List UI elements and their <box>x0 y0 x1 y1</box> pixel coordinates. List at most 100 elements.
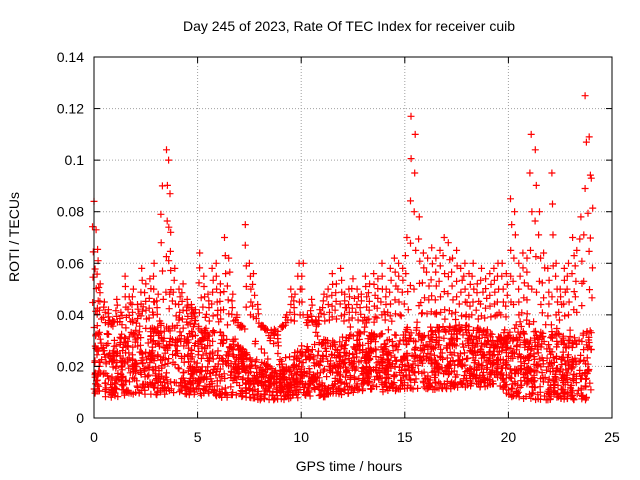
data-point <box>163 217 171 225</box>
data-point <box>397 312 405 320</box>
data-point <box>345 308 353 316</box>
data-point <box>377 330 385 338</box>
data-point <box>518 365 526 373</box>
data-point <box>452 316 460 323</box>
data-point <box>262 371 270 379</box>
data-point <box>485 349 493 357</box>
data-point <box>453 293 461 301</box>
data-point <box>256 363 264 371</box>
data-point <box>400 331 407 339</box>
data-point <box>502 313 510 321</box>
data-point <box>441 270 449 278</box>
data-point <box>476 325 484 333</box>
data-point <box>282 375 290 383</box>
data-point <box>104 313 112 321</box>
data-point <box>229 351 237 359</box>
data-point <box>96 335 104 343</box>
data-point <box>172 379 180 387</box>
data-point <box>443 344 450 352</box>
data-point <box>408 364 416 372</box>
data-point <box>327 342 334 350</box>
data-point <box>427 276 435 284</box>
data-point <box>158 381 166 389</box>
data-point <box>170 276 178 284</box>
data-point <box>155 342 163 350</box>
y-tick-label: 0 <box>76 410 84 426</box>
data-point <box>91 265 99 273</box>
data-point <box>100 298 108 306</box>
y-tick-label: 0.04 <box>57 307 84 323</box>
data-point <box>319 382 327 390</box>
data-point <box>377 298 385 306</box>
data-point <box>209 368 217 376</box>
data-point <box>412 375 420 383</box>
data-point <box>92 332 100 340</box>
data-point <box>378 272 386 280</box>
data-point <box>214 347 222 355</box>
data-point <box>124 305 132 313</box>
data-point <box>344 366 352 374</box>
data-point <box>197 294 205 302</box>
data-point <box>531 338 539 346</box>
data-point <box>343 368 350 375</box>
data-point <box>341 304 349 312</box>
data-point <box>432 371 439 379</box>
data-point <box>439 323 447 331</box>
data-point <box>273 376 281 383</box>
data-point <box>192 364 200 371</box>
data-point <box>395 259 403 267</box>
data-point <box>337 312 345 320</box>
data-point <box>118 386 126 394</box>
data-point <box>254 379 261 387</box>
data-point <box>565 298 573 306</box>
data-point <box>560 276 568 284</box>
data-point <box>508 221 516 229</box>
data-point <box>260 395 268 403</box>
data-point <box>512 370 520 378</box>
data-point <box>565 311 572 319</box>
data-point <box>113 301 121 309</box>
data-point <box>531 217 539 225</box>
data-point <box>187 387 195 395</box>
data-point <box>528 208 536 216</box>
data-point <box>565 365 573 373</box>
data-point <box>105 330 113 338</box>
data-point <box>418 332 426 340</box>
data-point <box>499 285 507 293</box>
data-point <box>529 389 537 397</box>
data-point <box>540 294 548 302</box>
data-point <box>482 275 490 283</box>
data-point <box>156 317 164 325</box>
data-point <box>108 319 116 327</box>
data-point <box>365 289 372 297</box>
data-point <box>220 288 228 296</box>
data-point <box>386 312 394 320</box>
data-point <box>200 272 208 280</box>
data-point <box>431 310 439 318</box>
data-point <box>445 369 453 377</box>
data-point <box>270 368 278 376</box>
data-point <box>93 351 101 359</box>
data-point <box>387 352 395 360</box>
data-point <box>466 280 474 288</box>
data-point <box>535 231 543 239</box>
data-point <box>219 355 227 363</box>
data-point <box>349 360 357 368</box>
data-point <box>150 357 158 365</box>
data-point <box>466 331 473 339</box>
data-point <box>365 371 372 379</box>
data-point <box>261 324 269 332</box>
data-point <box>129 308 136 316</box>
data-point <box>274 327 282 335</box>
data-point <box>158 364 166 372</box>
data-point <box>498 347 506 355</box>
data-point <box>586 171 594 179</box>
x-tick-label: 10 <box>293 429 309 445</box>
data-point <box>528 375 536 383</box>
data-point <box>100 303 108 311</box>
data-point <box>399 276 407 284</box>
data-point <box>363 359 371 367</box>
data-point <box>479 288 487 296</box>
data-point <box>192 306 199 314</box>
data-point <box>533 288 540 296</box>
